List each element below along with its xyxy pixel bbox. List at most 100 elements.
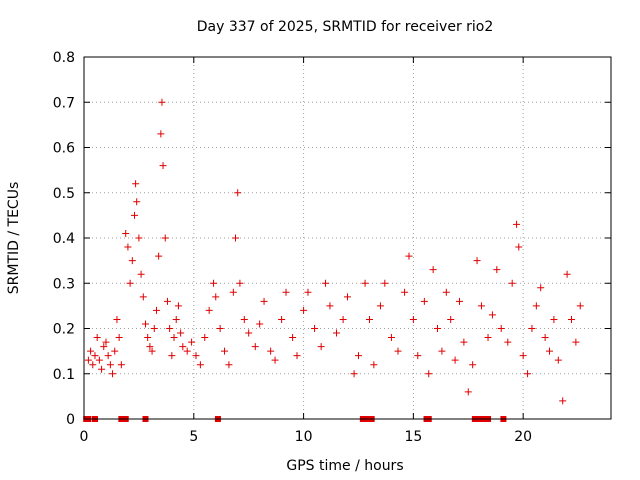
data-point xyxy=(271,356,279,364)
data-point xyxy=(117,361,125,369)
data-point xyxy=(234,189,242,197)
data-point xyxy=(464,388,472,396)
data-point xyxy=(183,347,191,355)
data-point xyxy=(326,302,334,310)
data-point xyxy=(109,370,117,378)
data-point xyxy=(111,347,119,355)
data-point xyxy=(447,315,455,323)
data-point xyxy=(225,361,233,369)
data-point xyxy=(192,352,200,360)
data-point xyxy=(537,284,545,292)
data-point xyxy=(205,306,213,314)
data-point xyxy=(519,352,527,360)
data-point xyxy=(221,347,229,355)
y-tick-label: 0.4 xyxy=(53,231,75,247)
data-point xyxy=(188,338,196,346)
data-point xyxy=(236,279,244,287)
data-point xyxy=(425,370,433,378)
data-point xyxy=(87,347,95,355)
data-point xyxy=(344,293,351,301)
data-point xyxy=(177,329,185,337)
data-point xyxy=(414,352,422,360)
data-point xyxy=(508,279,516,287)
data-point xyxy=(172,315,180,323)
data-point xyxy=(179,343,187,351)
data-point xyxy=(95,356,103,364)
data-point xyxy=(196,361,204,369)
data-point xyxy=(477,302,485,310)
data-point xyxy=(278,315,286,323)
chart-title: Day 337 of 2025, SRMTID for receiver rio… xyxy=(197,19,494,35)
data-point xyxy=(532,302,540,310)
y-axis-label: SRMTID / TECUs xyxy=(6,182,22,295)
data-point xyxy=(158,98,166,106)
data-point xyxy=(132,180,140,188)
y-tick-label: 0.5 xyxy=(53,186,75,202)
data-point xyxy=(381,279,389,287)
grid-layer xyxy=(84,57,611,419)
data-point xyxy=(311,325,319,332)
data-point xyxy=(282,288,290,296)
data-point xyxy=(210,279,218,287)
data-point xyxy=(100,343,108,351)
data-point xyxy=(245,329,253,337)
y-tick-label: 0.3 xyxy=(53,276,75,292)
data-point xyxy=(572,338,580,346)
data-point xyxy=(289,334,297,342)
data-point xyxy=(146,343,154,351)
data-point xyxy=(442,288,450,296)
data-point xyxy=(333,329,341,337)
data-point xyxy=(451,356,459,364)
data-point xyxy=(409,315,417,323)
data-point xyxy=(460,338,468,346)
data-point xyxy=(493,266,501,274)
data-point xyxy=(170,334,178,342)
data-point xyxy=(559,397,567,405)
data-point xyxy=(161,234,169,242)
x-tick-label: 15 xyxy=(404,429,422,445)
data-point xyxy=(455,297,463,305)
data-point xyxy=(267,347,275,355)
data-point xyxy=(420,297,428,305)
y-tick-label: 0.7 xyxy=(53,95,75,111)
data-point xyxy=(484,334,492,342)
data-point xyxy=(122,229,130,237)
data-point xyxy=(98,365,106,373)
data-point xyxy=(216,325,224,332)
data-point xyxy=(473,257,481,265)
data-point xyxy=(434,325,442,332)
data-point xyxy=(405,252,413,260)
data-point xyxy=(541,334,549,342)
data-point xyxy=(212,293,220,301)
data-point xyxy=(354,352,362,360)
data-point xyxy=(106,361,114,369)
data-point xyxy=(163,297,171,305)
data-point xyxy=(126,279,134,287)
data-point xyxy=(251,343,259,351)
data-point xyxy=(488,311,496,319)
data-point xyxy=(394,347,402,355)
data-point xyxy=(300,306,308,314)
data-point xyxy=(350,370,358,378)
data-point xyxy=(528,325,536,332)
data-point xyxy=(152,306,160,314)
data-point xyxy=(157,130,165,138)
data-point xyxy=(144,334,152,342)
data-point xyxy=(554,356,562,364)
data-point xyxy=(546,347,554,355)
data-point xyxy=(293,352,301,360)
data-point xyxy=(497,325,505,332)
data-point xyxy=(401,288,409,296)
tick-layer xyxy=(83,56,611,420)
data-point xyxy=(89,361,97,369)
data-point xyxy=(141,320,149,328)
data-point xyxy=(361,279,369,287)
data-point xyxy=(317,343,325,351)
y-tick-label: 0.6 xyxy=(53,141,75,157)
data-point xyxy=(232,234,240,242)
data-point xyxy=(229,288,237,296)
y-tick-label: 0 xyxy=(66,412,75,428)
data-point xyxy=(201,334,209,342)
x-tick-label: 5 xyxy=(189,429,198,445)
